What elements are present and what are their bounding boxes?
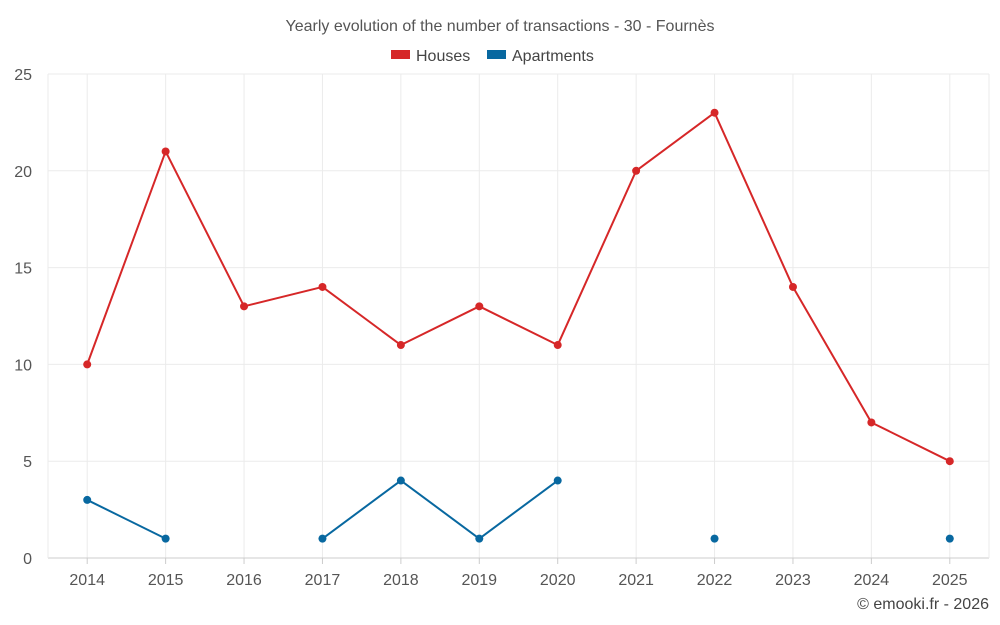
- x-tick-label: 2025: [932, 572, 968, 589]
- y-tick-label: 25: [14, 67, 32, 84]
- data-point-houses[interactable]: [396, 341, 405, 350]
- data-point-apartments[interactable]: [83, 495, 92, 504]
- x-tick-label: 2018: [383, 572, 419, 589]
- x-tick-label: 2017: [305, 572, 341, 589]
- credit-text: © emooki.fr - 2026: [857, 596, 989, 613]
- legend-label-houses: Houses: [416, 48, 470, 65]
- x-tick-label: 2020: [540, 572, 576, 589]
- x-tick-label: 2015: [148, 572, 184, 589]
- data-point-houses[interactable]: [318, 282, 327, 291]
- data-point-houses[interactable]: [553, 341, 562, 350]
- y-tick-label: 20: [14, 164, 32, 181]
- data-point-houses[interactable]: [710, 108, 719, 117]
- data-point-houses[interactable]: [240, 302, 249, 311]
- data-point-houses[interactable]: [83, 360, 92, 369]
- x-gridlines: [86, 74, 951, 558]
- data-point-apartments[interactable]: [161, 534, 170, 543]
- x-tick-label: 2023: [775, 572, 811, 589]
- data-point-houses[interactable]: [632, 166, 641, 175]
- x-tick-label: 2019: [461, 572, 497, 589]
- legend-item-apartments[interactable]: Apartments: [487, 48, 594, 65]
- y-tick-label: 15: [14, 261, 32, 278]
- data-point-apartments[interactable]: [553, 476, 562, 485]
- series-layer: [83, 108, 954, 543]
- series-line-apartments: [321, 479, 559, 540]
- legend-swatch-houses: [391, 50, 410, 59]
- legend-swatch-apartments: [487, 50, 506, 59]
- data-point-houses[interactable]: [161, 147, 170, 156]
- data-point-houses[interactable]: [945, 457, 954, 466]
- data-point-apartments[interactable]: [710, 534, 719, 543]
- y-tick-label: 10: [14, 357, 32, 374]
- legend-item-houses[interactable]: Houses: [391, 48, 470, 65]
- y-gridlines: [48, 73, 989, 462]
- x-tick-label: 2016: [226, 572, 262, 589]
- y-tick-label: 5: [23, 454, 32, 471]
- data-point-houses[interactable]: [475, 302, 484, 311]
- x-tick-label: 2014: [69, 572, 105, 589]
- data-point-apartments[interactable]: [945, 534, 954, 543]
- legend-label-apartments: Apartments: [512, 48, 594, 65]
- y-tick-labels: 0 5 10 15 20 25: [14, 67, 32, 568]
- series-houses: [83, 108, 954, 466]
- data-point-apartments[interactable]: [318, 534, 327, 543]
- x-tick-label: 2021: [618, 572, 654, 589]
- chart-title: Yearly evolution of the number of transa…: [286, 18, 715, 35]
- data-point-houses[interactable]: [788, 282, 797, 291]
- data-point-houses[interactable]: [867, 418, 876, 427]
- x-tick-label: 2022: [697, 572, 733, 589]
- series-line-apartments: [86, 499, 167, 540]
- data-point-apartments[interactable]: [475, 534, 484, 543]
- axes: [47, 74, 990, 564]
- x-tick-labels: 2014 2015 2016 2017 2018 2019 2020 2021 2022 2023…: [69, 572, 967, 589]
- legend: Houses Apartments: [391, 48, 594, 65]
- series-apartments: [83, 476, 954, 543]
- data-point-apartments[interactable]: [396, 476, 405, 485]
- y-tick-label: 0: [23, 551, 32, 568]
- series-line-houses: [86, 111, 951, 463]
- x-tick-label: 2024: [854, 572, 890, 589]
